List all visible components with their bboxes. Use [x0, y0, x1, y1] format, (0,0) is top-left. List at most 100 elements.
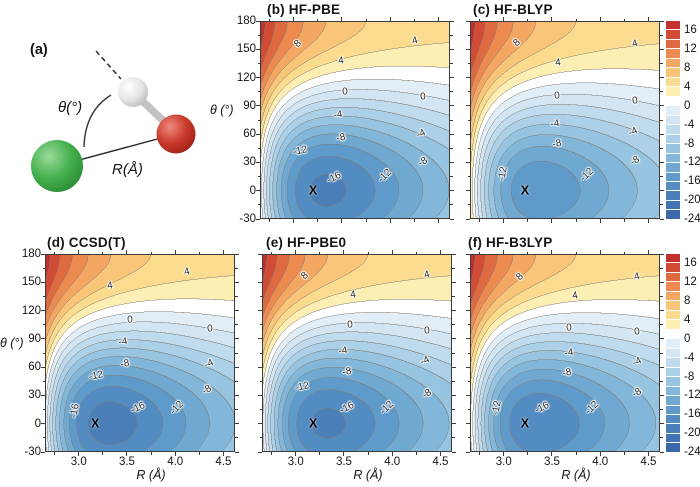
colorbar-segment [666, 115, 680, 125]
y-major-tick [452, 451, 456, 453]
contour-label: 0 [633, 326, 641, 339]
x-major-tick [341, 219, 343, 223]
contour-label: -4 [564, 346, 575, 360]
y-major-tick [258, 394, 262, 396]
x-major-tick [174, 452, 176, 456]
x-major-tick [647, 17, 649, 21]
y-major-tick [235, 451, 239, 453]
colorbar-tick-label: -4 [684, 351, 695, 364]
x-major-tick [343, 452, 345, 456]
y-minor-tick [235, 352, 238, 354]
y-major-tick [660, 133, 664, 135]
colorbar-tick-label: 8 [684, 295, 691, 308]
x-minor-tick [527, 452, 529, 455]
contour-panel-hf-b3lyp: 3.0 3.5 4.0 4.5 8 4 4 0 0 -4 -4 -8 -8 -12 -12 -16 X [466, 250, 664, 468]
x-minor-tick [623, 18, 625, 21]
y-major-tick [466, 394, 470, 396]
y-major-tick [660, 161, 664, 163]
y-minor-tick [452, 295, 455, 297]
y-major-tick [258, 253, 262, 255]
y-minor-tick [450, 34, 453, 36]
colorbar-segment [666, 191, 680, 200]
x-major-tick [599, 452, 601, 456]
y-minor-tick [42, 295, 45, 297]
y-major-tick [466, 105, 470, 107]
panel-a-label: (a) [30, 42, 48, 58]
y-minor-tick [660, 352, 663, 354]
y-minor-tick [450, 204, 453, 206]
x-major-tick [78, 452, 80, 456]
x-minor-tick [271, 251, 273, 254]
colorbar-segment [666, 172, 680, 181]
colorbar-top [666, 21, 680, 219]
y-major-tick [452, 423, 456, 425]
y-major-tick [235, 253, 239, 255]
y-major-tick [466, 253, 470, 255]
y-minor-tick [660, 91, 663, 93]
y-tick-label: 180 [236, 15, 256, 27]
y-major-tick [452, 281, 456, 283]
y-major-tick [660, 190, 664, 192]
y-minor-tick [660, 409, 663, 411]
colorbar-segment [666, 163, 680, 172]
y-minor-tick [257, 34, 260, 36]
x-minor-tick [479, 18, 481, 21]
colorbar-tick-label: -20 [684, 194, 700, 207]
x-minor-tick [575, 452, 577, 455]
colorbar-tick-label: 12 [684, 43, 697, 56]
y-major-tick [41, 310, 45, 312]
y-major-tick [235, 310, 239, 312]
y-major-tick [450, 133, 454, 135]
y-minor-tick [235, 295, 238, 297]
colorbar-tick-label: 4 [684, 81, 691, 93]
y-tick-label: 120 [21, 304, 41, 317]
y-minor-tick [257, 176, 260, 178]
x-minor-tick [271, 452, 273, 455]
y-tick-label: 0 [249, 184, 256, 197]
y-major-tick [466, 48, 470, 50]
y-minor-tick [660, 62, 663, 64]
y-tick-label: 150 [236, 43, 256, 56]
colorbar-segment [666, 96, 680, 106]
colorbar-bottom [666, 254, 680, 452]
y-minor-tick [257, 62, 260, 64]
y-major-tick [41, 338, 45, 340]
green-atom [31, 140, 83, 192]
y-tick-label: 150 [21, 276, 41, 289]
y-major-tick [660, 366, 664, 368]
colorbar-segment [666, 153, 680, 163]
x-minor-tick [317, 18, 319, 21]
y-minor-tick [450, 62, 453, 64]
colorbar-tick-label: 0 [684, 99, 691, 112]
y-major-tick [258, 423, 262, 425]
minimum-marker: X [90, 416, 100, 431]
y-major-tick [466, 366, 470, 368]
x-minor-tick [413, 18, 415, 21]
y-major-tick [41, 253, 45, 255]
colorbar-segment [666, 329, 680, 339]
y-minor-tick [467, 437, 470, 439]
colorbar-tick-label: 4 [684, 314, 691, 326]
colorbar-segment [666, 87, 680, 96]
x-major-tick [437, 219, 439, 223]
x-minor-tick [527, 219, 529, 222]
contour-label: -8 [551, 137, 563, 150]
colorbar-segment [666, 106, 680, 115]
x-major-tick [503, 219, 505, 223]
colorbar-segment [666, 282, 680, 291]
contour-label: 0 [553, 90, 561, 103]
y-major-tick [41, 423, 45, 425]
colorbar-segment [666, 144, 680, 153]
contour-canvas-b [260, 21, 450, 219]
y-major-tick [452, 338, 456, 340]
x-tick-label: 4.5 [640, 456, 657, 468]
y-minor-tick [42, 267, 45, 269]
x-major-tick [391, 250, 393, 254]
x-major-tick [551, 219, 553, 223]
x-major-tick [389, 219, 391, 223]
y-major-tick [450, 161, 454, 163]
x-minor-tick [269, 18, 271, 21]
y-minor-tick [235, 324, 238, 326]
x-minor-tick [54, 251, 56, 254]
y-major-tick [235, 423, 239, 425]
